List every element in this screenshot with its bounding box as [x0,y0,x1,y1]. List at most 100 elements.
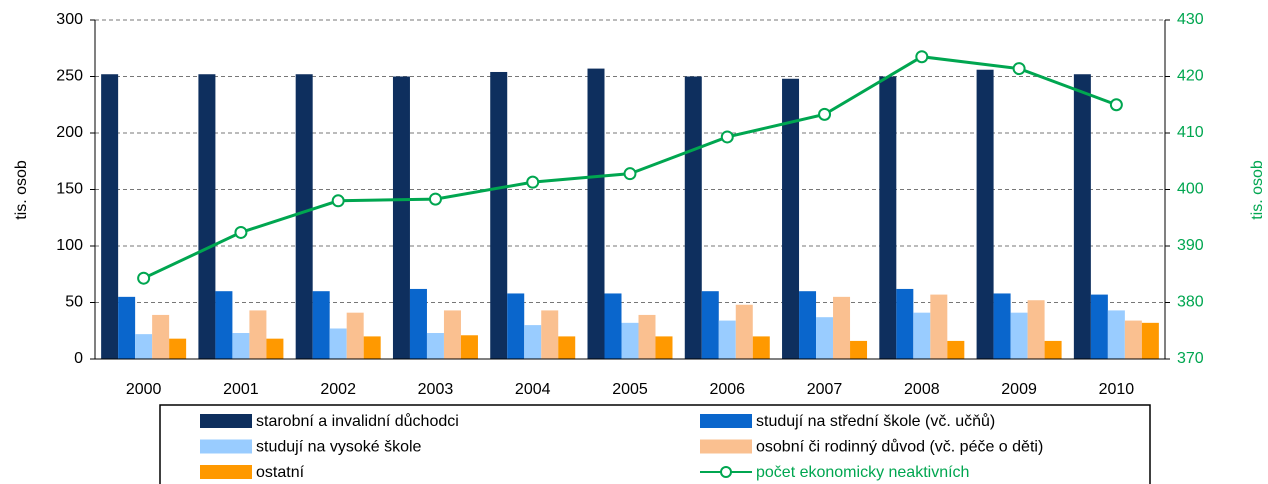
bar [930,294,948,359]
line-marker [234,225,248,239]
y2-tick-label: 370 [1177,350,1204,367]
bar [587,68,605,359]
bar [833,296,851,359]
y2-axis-label: tis. osob [1249,160,1266,220]
bar [913,312,931,359]
bar [426,333,444,359]
x-tick-label: 2010 [1099,381,1135,398]
bar [249,310,267,359]
bar [558,336,576,359]
bar [409,288,427,359]
x-tick-label: 2000 [126,381,162,398]
bar [1044,340,1062,359]
bar [215,291,233,359]
bar [1141,322,1159,359]
line-marker [428,192,442,206]
legend-label: starobní a invalidní důchodci [256,412,459,430]
bar [799,291,817,359]
x-tick-label: 2003 [418,381,454,398]
bar [1107,310,1125,359]
legend-box [159,404,1151,484]
legend-label: osobní či rodinný důvod (vč. péče o děti… [756,438,1043,456]
line-marker [623,167,637,181]
bar [993,293,1011,359]
x-tick-label: 2007 [807,381,843,398]
y2-tick-label: 430 [1177,11,1204,28]
x-tick-label: 2004 [515,381,551,398]
bar [816,317,834,359]
bar [782,78,800,359]
line-marker [331,194,345,208]
bar [735,304,753,359]
bar [169,338,187,359]
legend-swatch [200,439,252,454]
y2-tick-label: 420 [1177,68,1204,85]
bar [460,335,478,359]
bar [604,293,622,359]
line-marker [818,107,832,121]
bar [621,322,639,359]
bar [198,74,216,360]
bar [1027,300,1045,359]
bar [879,76,897,359]
bar [266,338,284,359]
x-tick-label: 2002 [320,381,356,398]
bar [1124,320,1142,359]
bar [1090,294,1108,359]
y2-tick-label: 380 [1177,294,1204,311]
bar [896,288,914,359]
bar [524,325,542,359]
bar [363,336,381,359]
bar [701,291,719,359]
line-marker [1109,98,1123,112]
y-tick-label: 250 [56,68,83,85]
bar [118,296,136,359]
bar [443,310,461,359]
bar [329,328,347,359]
line-marker [1012,62,1026,76]
x-tick-label: 2006 [709,381,745,398]
legend-swatch [700,439,752,454]
y-tick-label: 150 [56,181,83,198]
bar [507,293,525,359]
y-tick-label: 200 [56,124,83,141]
bar [232,333,250,359]
bar [976,69,994,359]
line-marker [137,271,151,285]
y-tick-label: 50 [65,294,83,311]
bar [346,312,364,359]
legend-swatch [720,466,732,478]
line-marker [720,130,734,144]
y2-tick-label: 410 [1177,124,1204,141]
bar [1010,312,1028,359]
line-marker [915,50,929,64]
x-tick-label: 2008 [904,381,940,398]
bar [392,76,410,359]
bar [541,310,559,359]
bar [312,291,330,359]
bar [947,340,965,359]
y-axis-label: tis. osob [13,160,30,220]
bar [135,334,153,359]
bar [638,314,656,359]
legend-swatch [200,414,252,428]
bar [1073,74,1091,360]
y-tick-label: 300 [56,11,83,28]
line-marker [526,175,540,189]
bar [718,320,736,359]
legend-label: počet ekonomicky neaktivních [756,464,969,481]
legend-swatch [700,414,752,428]
bar [152,314,170,359]
legend-label: studují na střední škole (vč. učňů) [756,412,995,430]
x-tick-label: 2001 [223,381,259,398]
bar [295,74,313,360]
x-tick-label: 2009 [1001,381,1037,398]
bar [684,76,702,359]
y2-tick-label: 400 [1177,181,1204,198]
y-tick-label: 0 [74,350,83,367]
y-tick-label: 100 [56,237,83,254]
bar [850,340,868,359]
legend-label: ostatní [256,464,305,481]
bar [655,336,673,359]
